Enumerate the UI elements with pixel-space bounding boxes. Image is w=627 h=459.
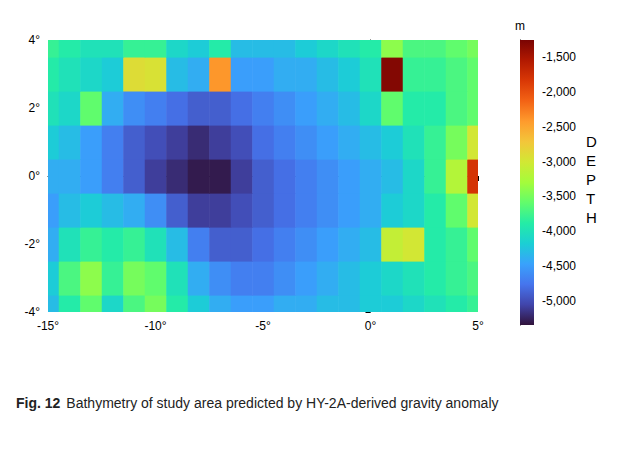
- svg-text:4°: 4°: [29, 33, 41, 47]
- svg-text:H: H: [586, 209, 597, 226]
- svg-text:-4,500: -4,500: [542, 259, 576, 273]
- svg-text:-3,500: -3,500: [542, 189, 576, 203]
- svg-text:T: T: [586, 190, 595, 207]
- html-text:Fig. 12 Bathymetry of study ar: Fig. 12 Bathymetry of study area predict…: [16, 395, 499, 411]
- svg-text:m: m: [515, 19, 525, 33]
- svg-text:P: P: [586, 171, 596, 188]
- svg-text:-5,000: -5,000: [542, 294, 576, 308]
- svg-text:5°: 5°: [472, 319, 484, 333]
- svg-text:2°: 2°: [29, 101, 41, 115]
- svg-text:-2°: -2°: [25, 237, 41, 251]
- svg-text:-2,000: -2,000: [542, 85, 576, 99]
- svg-text:-1,500: -1,500: [542, 50, 576, 64]
- svg-text:E: E: [586, 152, 596, 169]
- svg-text:D: D: [586, 133, 597, 150]
- svg-text:-3,000: -3,000: [542, 155, 576, 169]
- svg-text:-4,000: -4,000: [542, 224, 576, 238]
- svg-text:-2,500: -2,500: [542, 120, 576, 134]
- svg-text:-5°: -5°: [255, 319, 271, 333]
- svg-text:-10°: -10°: [144, 319, 166, 333]
- svg-text:-15°: -15°: [37, 319, 59, 333]
- svg-text:-4°: -4°: [25, 305, 41, 319]
- svg-text:0°: 0°: [365, 319, 377, 333]
- svg-text:0°: 0°: [29, 169, 41, 183]
